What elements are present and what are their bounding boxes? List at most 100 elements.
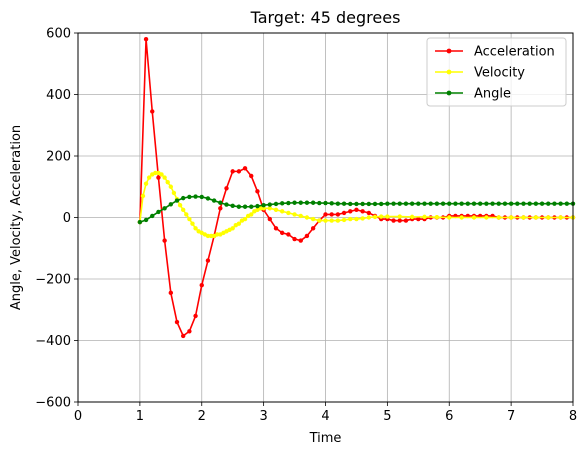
data-point [465, 201, 471, 206]
data-point [242, 166, 248, 171]
data-point [298, 213, 303, 219]
legend: Acceleration Velocity Angle [426, 37, 567, 107]
data-point [447, 201, 452, 206]
data-point [292, 236, 297, 242]
data-point [422, 201, 427, 206]
data-point [409, 201, 415, 206]
y-tick-label: −400 [35, 334, 71, 349]
data-point [208, 233, 214, 239]
data-point [261, 206, 266, 211]
data-point [416, 201, 421, 206]
data-point [267, 206, 273, 211]
data-point [153, 170, 158, 176]
legend-marker [446, 90, 452, 96]
data-point [184, 212, 189, 217]
data-point [236, 204, 242, 209]
data-point [434, 214, 440, 220]
data-point [218, 206, 223, 211]
data-point [162, 175, 167, 180]
data-point [391, 201, 396, 206]
data-point [242, 204, 248, 209]
data-point [218, 200, 223, 205]
data-point [354, 207, 359, 213]
data-point [508, 215, 514, 220]
legend-entry-velocity: Velocity [435, 66, 525, 81]
data-point [521, 215, 526, 220]
data-point [199, 282, 204, 288]
data-point [366, 215, 372, 220]
data-point [156, 175, 161, 180]
data-point [143, 36, 149, 42]
data-point [224, 202, 229, 207]
data-point [304, 200, 310, 205]
data-point [310, 200, 316, 205]
y-tick-label: −600 [35, 396, 71, 411]
data-point [162, 238, 167, 243]
data-point [341, 201, 347, 206]
data-point [177, 203, 183, 208]
x-tick-label: 6 [445, 409, 453, 424]
y-tick-label: −200 [35, 273, 71, 288]
data-point [286, 200, 291, 206]
data-point [546, 215, 551, 220]
data-point [341, 217, 347, 223]
data-point [354, 216, 359, 222]
data-point [150, 109, 155, 114]
data-point [471, 201, 477, 206]
data-point [422, 214, 427, 220]
data-point [385, 201, 390, 206]
y-tick-label: 600 [46, 27, 71, 42]
data-point [193, 226, 198, 231]
data-point [521, 201, 526, 206]
data-point [447, 215, 452, 220]
data-point [348, 209, 353, 214]
legend-label: Velocity [474, 66, 525, 81]
data-point [137, 219, 143, 225]
data-point [391, 218, 396, 223]
data-point [329, 212, 334, 217]
data-point [242, 216, 248, 222]
data-point [292, 200, 297, 205]
x-tick-label: 1 [136, 409, 144, 424]
legend-marker [446, 69, 452, 75]
data-point [255, 189, 260, 194]
x-tick-label: 8 [569, 409, 577, 424]
data-point [298, 200, 303, 205]
data-point [366, 210, 372, 216]
data-point [180, 195, 186, 201]
data-point [354, 201, 359, 207]
series-layer [137, 36, 576, 339]
data-point [416, 216, 421, 222]
data-point [508, 201, 514, 206]
data-point [159, 172, 164, 177]
data-point [215, 232, 220, 237]
data-point [558, 215, 563, 220]
data-point [360, 209, 365, 214]
data-point [199, 194, 204, 200]
data-point [165, 179, 170, 185]
data-point [279, 209, 285, 214]
data-point [258, 206, 263, 211]
data-point [205, 196, 211, 201]
data-point [267, 216, 273, 222]
data-point [360, 201, 365, 207]
data-point [230, 203, 235, 209]
data-point [286, 210, 291, 216]
data-point [187, 194, 192, 200]
x-tick-label: 0 [74, 409, 82, 424]
data-point [348, 201, 353, 207]
data-point [527, 201, 532, 206]
data-point [156, 209, 161, 215]
data-point [187, 216, 192, 222]
data-point [187, 329, 192, 334]
data-point [335, 212, 341, 217]
x-tick-label: 7 [507, 409, 515, 424]
data-point [190, 221, 195, 226]
data-point [146, 175, 152, 180]
data-point [403, 201, 409, 206]
data-point [397, 218, 402, 223]
y-axis-title: Angle, Velocity, Acceleration [9, 125, 24, 310]
data-point [434, 201, 440, 206]
data-point [236, 221, 242, 226]
data-point [230, 169, 235, 174]
